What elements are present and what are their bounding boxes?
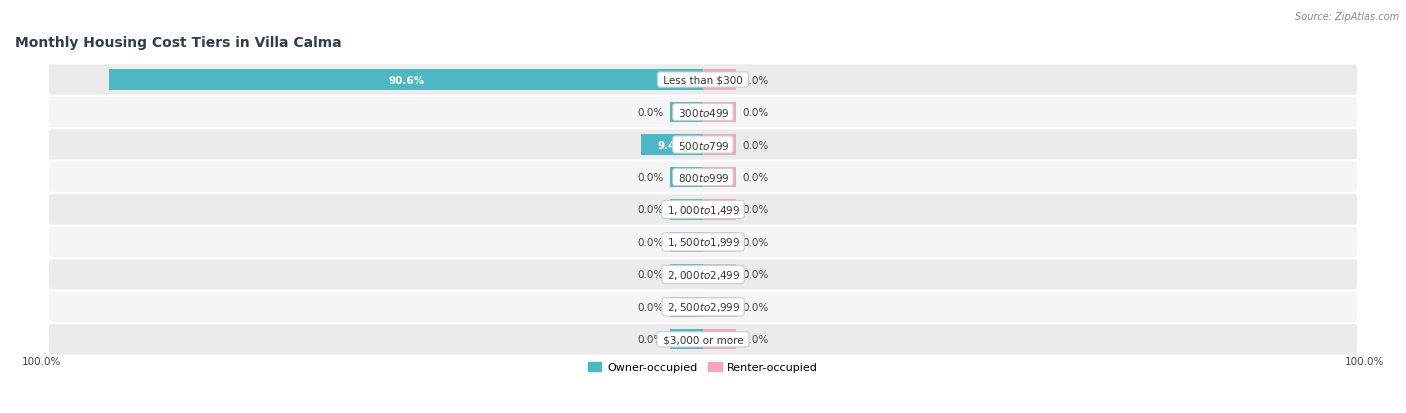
Text: 0.0%: 0.0% — [637, 335, 664, 344]
Text: Less than $300: Less than $300 — [659, 75, 747, 85]
Bar — [671, 103, 703, 123]
Text: 0.0%: 0.0% — [742, 335, 769, 344]
Text: $1,000 to $1,499: $1,000 to $1,499 — [665, 204, 741, 216]
FancyBboxPatch shape — [48, 194, 1358, 226]
Bar — [671, 265, 703, 285]
Text: 0.0%: 0.0% — [637, 270, 664, 280]
Text: Source: ZipAtlas.com: Source: ZipAtlas.com — [1295, 12, 1399, 22]
Text: 0.0%: 0.0% — [637, 173, 664, 183]
FancyBboxPatch shape — [48, 226, 1358, 259]
Bar — [671, 200, 703, 220]
FancyBboxPatch shape — [48, 323, 1358, 356]
Text: 100.0%: 100.0% — [21, 356, 60, 367]
Bar — [703, 135, 735, 155]
Text: 0.0%: 0.0% — [742, 75, 769, 85]
Text: 0.0%: 0.0% — [637, 205, 664, 215]
Text: $800 to $999: $800 to $999 — [675, 171, 731, 183]
Bar — [671, 297, 703, 317]
Text: 0.0%: 0.0% — [742, 108, 769, 118]
Bar — [671, 168, 703, 188]
Text: $300 to $499: $300 to $499 — [675, 107, 731, 119]
Text: 0.0%: 0.0% — [637, 108, 664, 118]
Text: 100.0%: 100.0% — [1346, 356, 1385, 367]
Text: 0.0%: 0.0% — [637, 237, 664, 247]
Bar — [110, 70, 703, 90]
Bar — [671, 232, 703, 252]
Text: Monthly Housing Cost Tiers in Villa Calma: Monthly Housing Cost Tiers in Villa Calm… — [15, 36, 342, 50]
FancyBboxPatch shape — [48, 291, 1358, 323]
Bar — [703, 168, 735, 188]
Text: 0.0%: 0.0% — [742, 270, 769, 280]
Bar — [641, 135, 703, 155]
Bar — [703, 103, 735, 123]
Text: 0.0%: 0.0% — [742, 140, 769, 150]
FancyBboxPatch shape — [48, 161, 1358, 194]
Text: 0.0%: 0.0% — [742, 173, 769, 183]
Text: 0.0%: 0.0% — [742, 302, 769, 312]
Text: 90.6%: 90.6% — [388, 75, 425, 85]
Text: 0.0%: 0.0% — [742, 205, 769, 215]
Bar — [703, 200, 735, 220]
Legend: Owner-occupied, Renter-occupied: Owner-occupied, Renter-occupied — [583, 357, 823, 377]
Bar — [703, 265, 735, 285]
Text: 0.0%: 0.0% — [637, 302, 664, 312]
Bar — [703, 297, 735, 317]
Text: $1,500 to $1,999: $1,500 to $1,999 — [665, 236, 741, 249]
Text: $3,000 or more: $3,000 or more — [659, 335, 747, 344]
Text: $2,500 to $2,999: $2,500 to $2,999 — [665, 301, 741, 313]
Bar — [703, 232, 735, 252]
Text: 9.4%: 9.4% — [658, 140, 686, 150]
Bar — [671, 330, 703, 349]
FancyBboxPatch shape — [48, 64, 1358, 97]
FancyBboxPatch shape — [48, 129, 1358, 161]
Text: $500 to $799: $500 to $799 — [675, 139, 731, 151]
Text: $2,000 to $2,499: $2,000 to $2,499 — [665, 268, 741, 281]
FancyBboxPatch shape — [48, 259, 1358, 291]
Text: 0.0%: 0.0% — [742, 237, 769, 247]
Bar — [703, 70, 735, 90]
Bar — [703, 330, 735, 349]
FancyBboxPatch shape — [48, 97, 1358, 129]
